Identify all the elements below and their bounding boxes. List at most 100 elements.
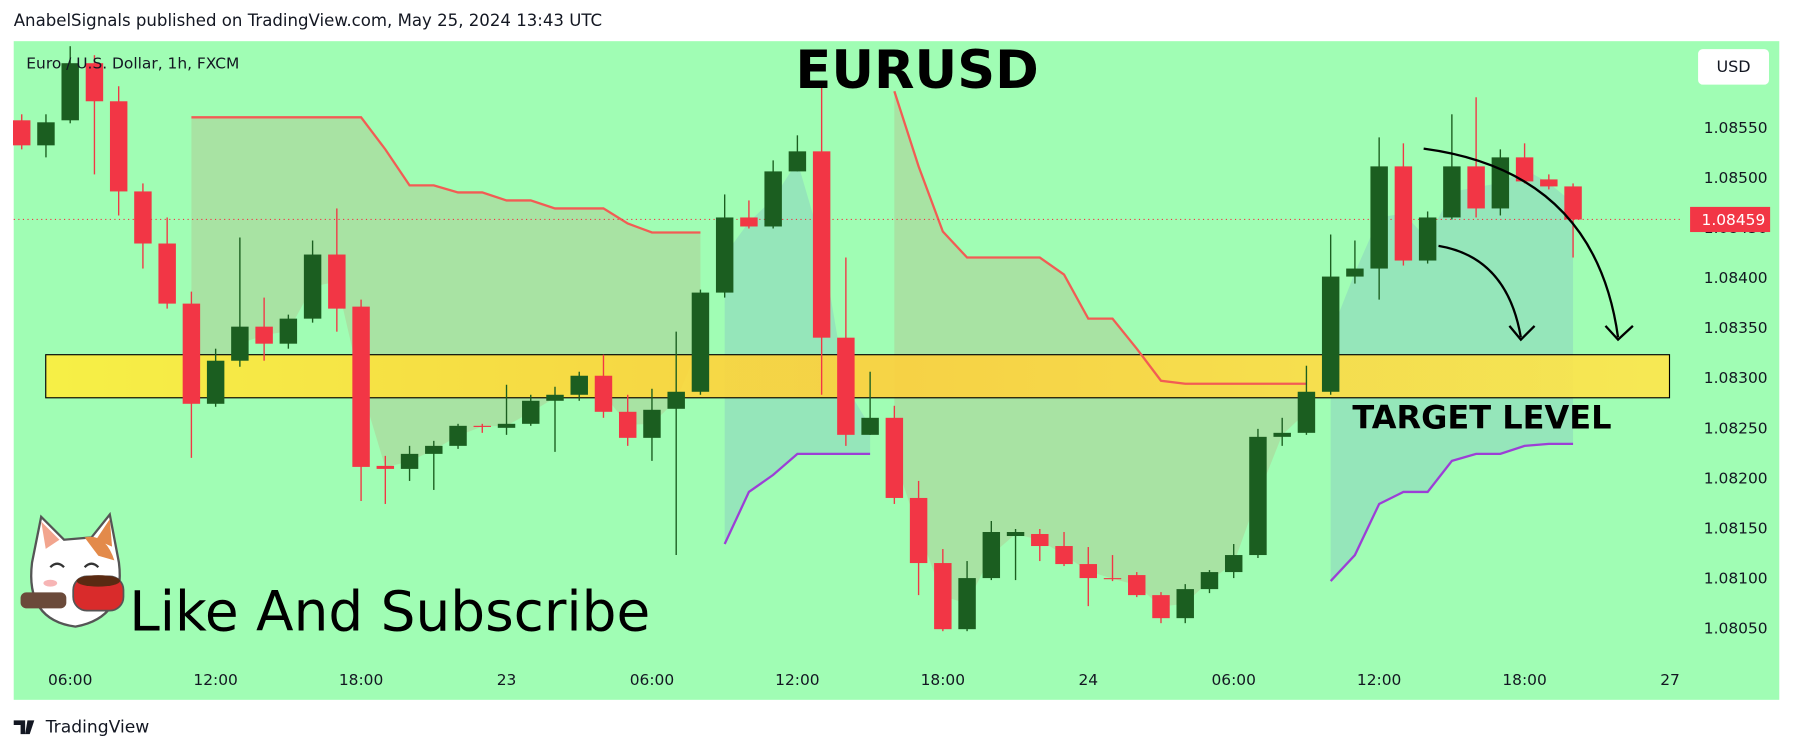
candle-body [861, 417, 879, 435]
candle-body [643, 409, 661, 438]
x-tick-label: 18:00 [1502, 671, 1546, 689]
x-tick-label: 18:00 [921, 671, 965, 689]
candle-body [812, 151, 831, 338]
candle-body [134, 191, 152, 244]
candle-body [497, 423, 516, 428]
candle-body [1103, 578, 1122, 580]
y-tick-label: 1.08250 [1704, 419, 1768, 437]
candle-body [1491, 157, 1510, 209]
y-tick-label: 1.08350 [1704, 319, 1768, 337]
candle-body [85, 63, 104, 102]
candle-body [1128, 575, 1146, 596]
currency-label[interactable]: USD [1716, 57, 1750, 76]
candle-body [1321, 276, 1340, 392]
candle-body [522, 400, 540, 424]
candle-body [885, 417, 904, 498]
currency-button[interactable] [1698, 49, 1769, 85]
subscribe-text: Like And Subscribe [129, 579, 650, 643]
candle-body [982, 532, 1001, 579]
brand-logo [13, 720, 35, 735]
candle-body [546, 394, 564, 401]
target-label: TARGET LEVEL [1352, 399, 1611, 437]
candle-body [1200, 572, 1219, 590]
candle-body [1152, 595, 1170, 619]
footer-brand: TradingView [45, 717, 150, 737]
candle-body [934, 563, 952, 630]
candle-body [740, 217, 758, 227]
arrow [1423, 147, 1620, 338]
y-tick-label: 1.08150 [1704, 520, 1768, 538]
y-tick-label: 1.08500 [1704, 169, 1768, 187]
candle-body [109, 101, 128, 192]
candle-body [352, 306, 370, 467]
x-tick-label: 24 [1078, 671, 1098, 689]
candle-body [37, 122, 55, 146]
x-tick-label: 12:00 [1357, 671, 1401, 689]
candle-body [1443, 166, 1461, 218]
candle-body [1394, 166, 1413, 261]
candle-body [618, 411, 637, 438]
candle-body [1273, 432, 1291, 437]
last-price-badge [1690, 206, 1771, 233]
candle-body [303, 254, 322, 319]
candle-body [1079, 564, 1097, 579]
x-tick-label: 23 [497, 671, 517, 689]
x-tick-label: 27 [1660, 671, 1680, 689]
candle-body [376, 465, 395, 469]
last-price-label: 1.08459 [1702, 211, 1766, 229]
x-tick-label: 06:00 [630, 671, 674, 689]
candle-body [328, 254, 346, 309]
y-tick-label: 1.08400 [1704, 269, 1768, 287]
y-tick-label: 1.08050 [1704, 620, 1768, 638]
indicator-line [191, 90, 1307, 385]
candle-body [1467, 166, 1485, 209]
candle-body [1249, 436, 1267, 556]
candle-body [570, 375, 588, 395]
candle-body [1055, 546, 1073, 565]
candle-body [1176, 589, 1194, 619]
candle-body [61, 63, 79, 121]
indicator-line [723, 442, 1574, 582]
candle-body [1224, 555, 1243, 573]
target-zone [45, 354, 1671, 399]
candle-body [1418, 217, 1437, 261]
y-tick-label: 1.08300 [1704, 369, 1768, 387]
x-tick-label: 12:00 [193, 671, 237, 689]
candle-body [425, 445, 443, 454]
x-tick-label: 06:00 [1211, 671, 1255, 689]
candle-body [764, 171, 782, 227]
x-tick-label: 06:00 [48, 671, 92, 689]
y-tick-label: 1.08200 [1704, 469, 1768, 487]
symbol-info: Euro / U.S. Dollar, 1h, FXCM [26, 55, 239, 73]
candle-body [255, 326, 273, 344]
candle-body [231, 326, 249, 361]
candle-body [1346, 268, 1364, 277]
candle-body [837, 337, 855, 435]
candle-body [400, 453, 419, 469]
candle-body [1031, 534, 1049, 547]
candle-body [473, 425, 492, 427]
chart-title: EURUSD [795, 40, 1038, 101]
candle-body [1540, 179, 1558, 187]
candle-body [909, 497, 928, 564]
x-tick-label: 12:00 [775, 671, 819, 689]
candle-body [206, 360, 225, 404]
candle-body [1515, 157, 1534, 182]
candle-body [788, 151, 807, 172]
candle-body [1564, 186, 1582, 220]
candle-body [1370, 166, 1388, 269]
indicator-fill [894, 91, 1307, 607]
candle-body [958, 578, 976, 630]
candle-body [594, 375, 613, 412]
arrow-head [1604, 325, 1634, 342]
candle-body [158, 243, 176, 304]
candle-body [1006, 532, 1025, 537]
candle-body [182, 303, 201, 404]
candle-body [691, 292, 710, 392]
indicator-fill [724, 161, 871, 545]
y-tick-label: 1.08100 [1704, 570, 1768, 588]
candle-body [715, 217, 734, 293]
publish-header: AnabelSignals published on TradingView.c… [14, 11, 602, 30]
